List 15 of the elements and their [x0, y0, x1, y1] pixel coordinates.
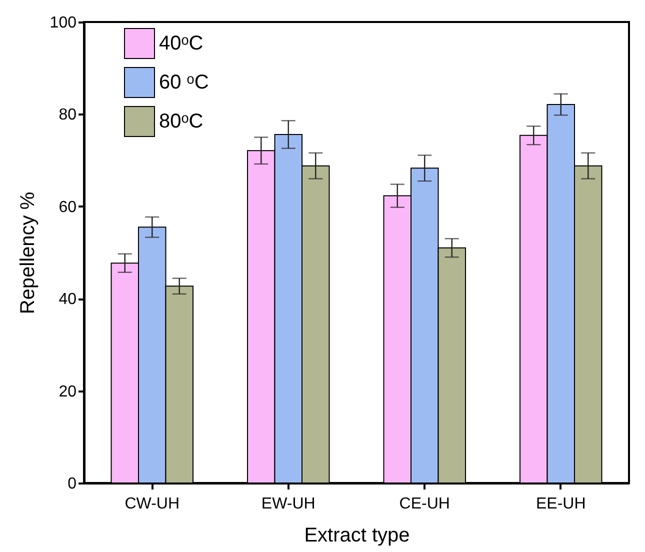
x-tick-label: CW-UH	[124, 496, 180, 512]
y-tick-label: 60	[58, 198, 77, 216]
x-tick-label: EE-UH	[536, 496, 586, 512]
y-axis-title: Repellency %	[16, 192, 39, 314]
y-tick-label: 20	[58, 383, 77, 400]
x-tick-label: CE-UH	[399, 496, 450, 512]
legend-label: 40ᵒC	[159, 32, 204, 54]
y-tick-label: 80	[58, 106, 77, 124]
y-tick-label: 100	[50, 14, 77, 32]
legend-label: 80ᵒC	[159, 110, 204, 132]
legend-label: 60 ᵒC	[159, 72, 209, 94]
x-tick-label: EW-UH	[261, 496, 316, 512]
y-tick-label: 40	[58, 291, 77, 308]
y-tick-label: 0	[68, 476, 77, 492]
x-axis-title: Extract type	[304, 524, 410, 546]
